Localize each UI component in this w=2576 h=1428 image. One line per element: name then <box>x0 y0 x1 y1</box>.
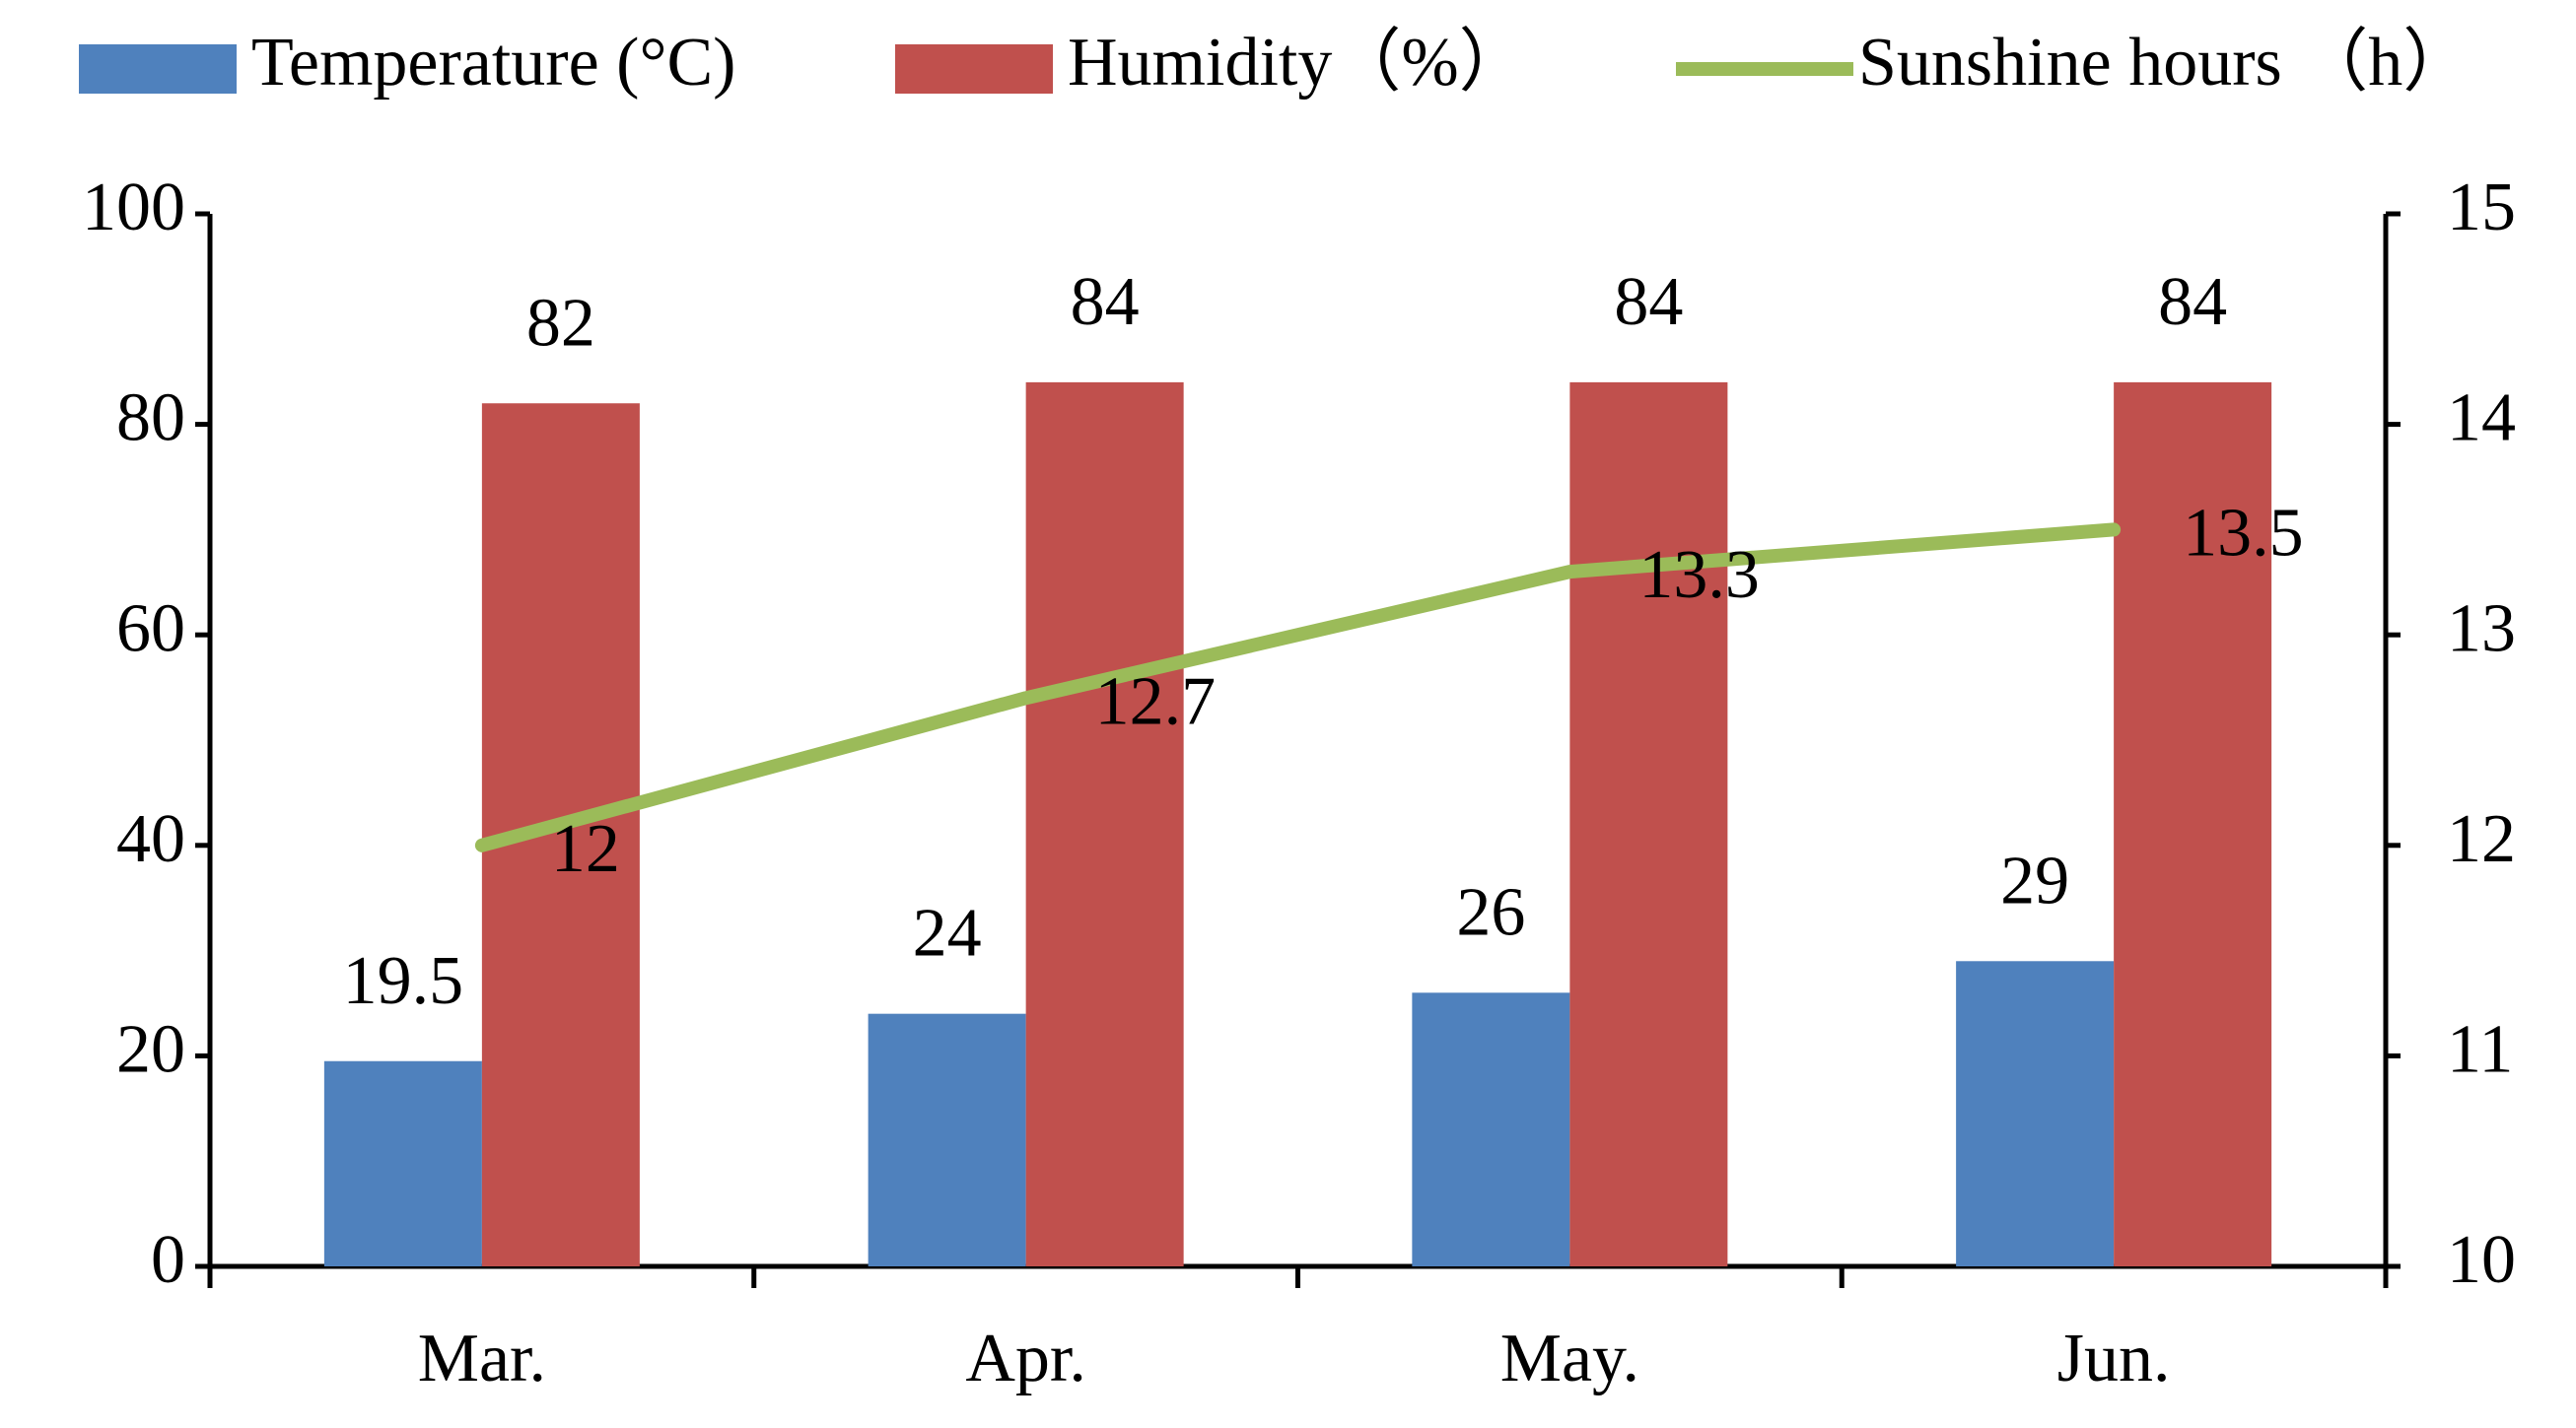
legend-label: Temperature (°C) <box>251 25 735 101</box>
bar <box>1569 381 1728 1266</box>
legend-label: Humidity（%） <box>1068 25 1528 101</box>
y2-tick-label: 14 <box>2447 380 2516 456</box>
value-label: 24 <box>913 896 982 972</box>
bar <box>1412 992 1570 1266</box>
y-tick-label: 80 <box>116 380 185 456</box>
y-tick-label: 100 <box>82 170 185 245</box>
value-label: 84 <box>1614 264 1683 340</box>
value-label: 84 <box>1071 264 1140 340</box>
value-label: 84 <box>2158 264 2227 340</box>
bar <box>1956 961 2115 1266</box>
x-tick-label: Apr. <box>965 1321 1086 1396</box>
value-label: 26 <box>1456 874 1525 950</box>
y2-tick-label: 15 <box>2447 170 2516 245</box>
bar <box>1025 381 1184 1266</box>
bar <box>868 1013 1026 1266</box>
value-label: 13.3 <box>1638 537 1760 613</box>
y-tick-label: 60 <box>116 590 185 666</box>
value-label: 12 <box>551 811 620 887</box>
x-tick-label: May. <box>1500 1321 1639 1396</box>
y-tick-label: 40 <box>116 801 185 877</box>
y2-tick-label: 11 <box>2447 1011 2513 1087</box>
value-label: 29 <box>2000 843 2069 918</box>
y2-tick-label: 10 <box>2447 1222 2516 1298</box>
line <box>474 522 2122 852</box>
value-label: 13.5 <box>2183 495 2304 571</box>
y2-tick-label: 12 <box>2447 801 2516 877</box>
value-label: 82 <box>526 285 595 361</box>
legend-swatch <box>79 44 237 94</box>
y-tick-label: 0 <box>151 1222 185 1298</box>
y-tick-label: 20 <box>116 1011 185 1087</box>
value-label: 12.7 <box>1095 663 1217 739</box>
value-label: 19.5 <box>343 943 464 1019</box>
y2-tick-label: 13 <box>2447 590 2516 666</box>
x-tick-label: Mar. <box>418 1321 546 1396</box>
bar <box>2114 381 2272 1266</box>
bar <box>323 1060 482 1266</box>
x-tick-label: Jun. <box>2057 1321 2171 1396</box>
legend-label: Sunshine hours （h） <box>1858 25 2472 101</box>
legend-swatch <box>895 44 1053 94</box>
